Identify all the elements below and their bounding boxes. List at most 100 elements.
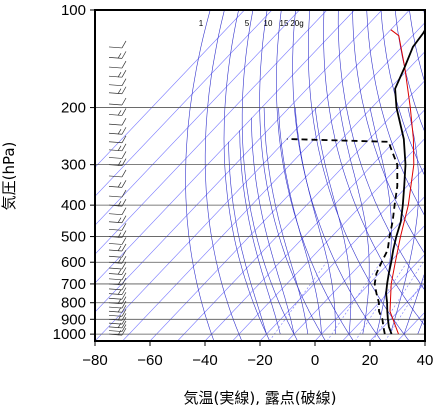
isotherm-line: [259, 166, 425, 341]
wind-barb-flag: [121, 230, 127, 238]
wind-barb-flag: [117, 110, 122, 116]
isotherm-line: [95, 10, 300, 226]
wind-barb: [108, 300, 127, 309]
wind-barb-flag: [121, 282, 127, 291]
sounding-curves: [286, 28, 425, 335]
wind-barb-flag: [117, 160, 122, 166]
wind-barb-shaft: [108, 310, 123, 313]
wind-barb-flag: [121, 309, 127, 317]
wind-barb-flag: [117, 53, 122, 59]
mixing-ratio-label: 20g: [290, 19, 303, 28]
y-tick-label: 300: [61, 157, 86, 174]
wind-barb: [108, 151, 127, 159]
y-tick-label: 800: [61, 295, 86, 312]
wind-barb-shaft: [108, 92, 123, 95]
isotherm-line: [95, 10, 410, 341]
wind-barb: [108, 169, 127, 178]
wind-barb-flag: [121, 158, 127, 166]
isotherm-line: [314, 224, 425, 341]
mixing-ratio-line: [269, 262, 327, 341]
dry-adiabat-line: [307, 10, 410, 341]
wind-barb-shaft: [108, 195, 123, 198]
wind-barb-shaft: [108, 306, 123, 309]
wind-barb-flag: [117, 298, 122, 304]
wind-barb-flag: [121, 324, 127, 332]
x-axis-ticks: −80 −60 −40 −20 0 20 40: [82, 341, 433, 369]
wind-barb-shaft: [108, 273, 123, 275]
dry-adiabat-line: [204, 10, 243, 341]
temperature-curve: [385, 28, 425, 335]
dry-adiabat-line: [352, 10, 425, 255]
wind-barb-flag: [121, 261, 127, 270]
wind-barb: [108, 261, 127, 270]
wind-barb-shaft: [108, 249, 123, 252]
wind-barb: [108, 135, 127, 144]
wind-barb-flag: [121, 78, 127, 86]
wind-barbs: [108, 40, 127, 336]
wind-barb-flag: [117, 200, 122, 207]
moist-adiabat-line: [251, 117, 295, 335]
wind-barb-shaft: [108, 288, 123, 291]
wind-barb-shaft: [108, 132, 123, 135]
wind-barb-flag: [121, 60, 127, 69]
wind-barb: [108, 267, 127, 275]
wind-barb-flag: [121, 108, 127, 116]
wind-barb: [108, 287, 127, 295]
x-tick-label: −60: [137, 352, 162, 369]
wind-barb-flag: [121, 243, 127, 252]
wind-barb-flag: [121, 223, 127, 231]
isotherm-line: [95, 10, 328, 255]
wind-barb-shaft: [108, 213, 123, 216]
wind-barb: [108, 256, 127, 264]
wind-barb-shaft: [108, 330, 123, 332]
wind-barb-flag: [121, 198, 127, 207]
isotherm-line: [95, 10, 355, 284]
isotherm-line: [342, 253, 425, 341]
wind-barb-shaft: [108, 84, 123, 87]
x-tick-label: 0: [311, 352, 319, 369]
wind-barb-flag: [121, 296, 127, 304]
mixing-ratio-line: [326, 262, 381, 341]
wind-barb: [108, 78, 127, 87]
isotherm-line: [95, 10, 383, 313]
x-axis-title: 気温(実線), 露点(破線): [184, 389, 337, 407]
y-tick-label: 200: [61, 100, 86, 117]
wind-barb-shaft: [108, 322, 123, 325]
wind-barb-shaft: [108, 297, 123, 300]
wind-barb-flag: [121, 151, 127, 159]
wind-barb-flag: [117, 279, 122, 286]
isotherm-line: [204, 108, 425, 341]
wind-barb-shaft: [108, 255, 123, 258]
y-axis-title: 気圧(hPa): [0, 142, 18, 211]
x-tick-label: −20: [247, 352, 272, 369]
wind-barb-flag: [117, 258, 122, 264]
reference-curve: [389, 29, 415, 335]
wind-barb-flag: [121, 51, 127, 59]
wind-barb-shaft: [108, 149, 123, 152]
wind-barb-shaft: [108, 75, 123, 78]
mixing-ratio-label: 1: [199, 19, 204, 28]
dry-adiabat-line: [259, 10, 326, 341]
wind-barb: [108, 223, 127, 231]
isotherm-line: [122, 22, 425, 341]
y-tick-label: 600: [61, 254, 86, 271]
wind-barb-flag: [121, 97, 127, 106]
wind-barb-shaft: [108, 114, 123, 116]
wind-barb: [108, 309, 127, 317]
wind-barb-flag: [121, 267, 127, 275]
wind-barb-shaft: [108, 228, 123, 231]
moist-adiabat-line: [432, 108, 436, 335]
wind-barb: [108, 143, 127, 152]
wind-barb: [108, 292, 127, 300]
wind-barb-flag: [121, 316, 127, 325]
wind-barb: [108, 230, 127, 238]
wind-barb: [108, 316, 127, 325]
wind-barb-flag: [121, 169, 127, 178]
wind-barb: [108, 324, 127, 332]
dry-adiabat-line: [323, 10, 425, 327]
wind-barb-flag: [121, 180, 127, 188]
wind-barb-flag: [117, 88, 122, 94]
wind-barb: [108, 127, 127, 135]
wind-barb-flag: [117, 289, 122, 295]
